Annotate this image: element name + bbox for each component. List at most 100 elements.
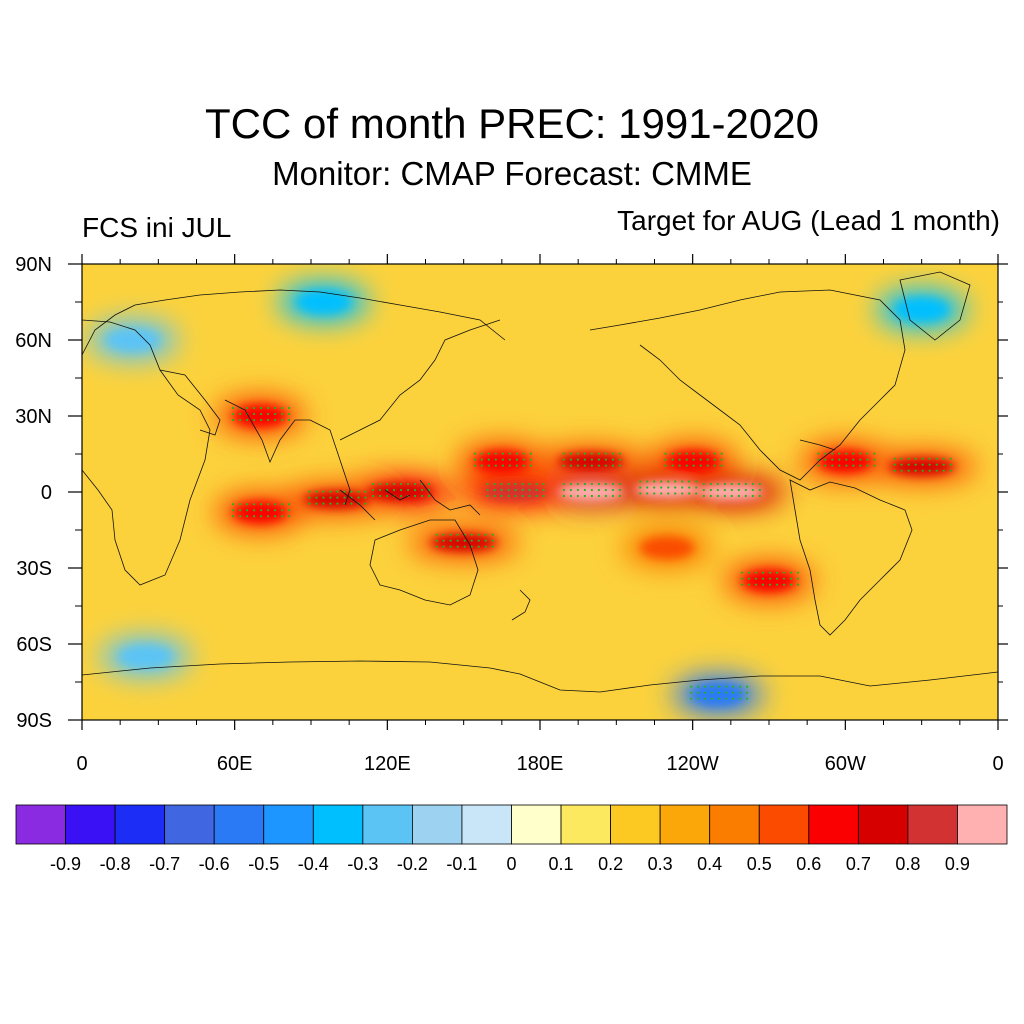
stipple-dot	[838, 464, 841, 467]
stipple-dot	[494, 452, 497, 455]
colorbar-swatch	[659, 804, 711, 845]
stipple-dot	[674, 492, 677, 495]
stipple-dot	[935, 469, 938, 472]
stipple-dot	[893, 469, 896, 472]
stipple-dot	[515, 464, 518, 467]
stipple-dot	[746, 685, 749, 688]
stipple-dot	[713, 464, 716, 467]
stipple-dot	[873, 464, 876, 467]
field-blob-core	[888, 457, 955, 476]
colorbar-swatch	[312, 804, 364, 845]
stipple-dot	[618, 482, 621, 486]
stipple-dot	[866, 464, 869, 467]
stipple-dot	[664, 464, 667, 467]
stipple-dot	[500, 482, 503, 486]
coastline-caribbean	[799, 439, 836, 451]
stipple-dot	[900, 469, 903, 472]
stipple-dot	[480, 464, 483, 467]
stipple-dot	[562, 458, 565, 461]
stipple-dot	[576, 452, 579, 455]
stipple-dot	[274, 515, 277, 518]
stipple-dot	[653, 486, 656, 489]
lat-tick-label: 60S	[16, 634, 52, 656]
stipple-dot	[569, 464, 572, 467]
stipple-dot	[371, 488, 375, 492]
correlation-field	[82, 264, 998, 720]
stipple-dot	[711, 685, 714, 688]
colorbar-label: 0.6	[796, 854, 821, 874]
lat-tick-label: 90N	[15, 254, 52, 276]
stipple-dot	[685, 458, 688, 461]
stipple-dot	[253, 406, 256, 410]
stipple-dot	[692, 458, 695, 461]
stipple-dot	[747, 571, 751, 574]
stipple-dot	[385, 494, 389, 498]
stipple-dot	[716, 488, 719, 492]
stipple-dot	[824, 452, 827, 455]
stipple-dot	[413, 488, 417, 492]
stipple-dot	[420, 494, 424, 498]
stipple-dot	[611, 482, 614, 486]
colorbar-swatch	[65, 804, 116, 845]
stipple-dot	[935, 457, 938, 460]
stipple-dot	[357, 490, 360, 493]
stipple-dot	[789, 577, 793, 580]
stipple-dot	[845, 464, 848, 467]
stipple-dot	[744, 494, 747, 498]
stipple-dot	[515, 452, 518, 455]
stipple-dot	[746, 691, 749, 694]
colorbar-swatch	[511, 804, 562, 845]
stipple-dot	[529, 452, 532, 455]
stipple-dot	[484, 533, 487, 536]
stipple-dot	[500, 494, 503, 498]
stipple-dot	[477, 533, 480, 536]
stipple-dot	[667, 492, 670, 495]
stipple-dot	[281, 515, 284, 518]
colorbar-label: 0.9	[945, 854, 970, 874]
stipple-dot	[494, 464, 497, 467]
stipple-dot	[597, 458, 600, 461]
stipple-dot	[253, 515, 256, 518]
stipple-dot	[893, 457, 896, 460]
lon-tick-label: 120W	[667, 753, 719, 775]
stipple-dot	[723, 482, 726, 486]
stipple-dot	[535, 488, 538, 492]
colorbar-swatch	[610, 804, 661, 845]
stipple-dot	[529, 464, 532, 467]
stipple-dot	[508, 452, 511, 455]
stipple-dot	[427, 488, 431, 492]
stipple-dot	[350, 502, 353, 505]
stipple-dot	[671, 458, 674, 461]
lon-tick-label: 180E	[517, 753, 564, 775]
stipple-dot	[364, 496, 367, 499]
colorbar-swatch	[758, 804, 810, 845]
stipple-dot	[706, 458, 709, 461]
stipple-dot	[660, 486, 663, 489]
coastline-india	[224, 399, 310, 464]
stipple-dot	[692, 464, 695, 467]
field-blob-core	[233, 405, 288, 427]
stipple-dot	[824, 464, 827, 467]
stipple-dot	[427, 494, 431, 498]
coastline-australia	[369, 519, 479, 606]
stipple-dot	[740, 577, 744, 580]
stipple-dot	[281, 406, 284, 410]
stipple-dot	[730, 494, 733, 498]
stipple-dot	[514, 482, 517, 486]
stipple-dot	[590, 458, 593, 461]
stipple-dot	[604, 458, 607, 461]
stipple-dot	[709, 494, 712, 498]
colorbar-swatch	[15, 804, 66, 845]
colorbar-label: -0.3	[347, 854, 378, 874]
stipple-dot	[597, 452, 600, 455]
stipple-dot	[473, 464, 476, 467]
stipple-dot	[699, 464, 702, 467]
stipple-dot	[281, 418, 284, 422]
stipple-dot	[463, 539, 466, 542]
stipple-dot	[274, 412, 277, 416]
stipple-dot	[739, 697, 742, 700]
stipple-dot	[442, 539, 445, 542]
lon-tick-label: 60E	[217, 753, 253, 775]
field-blob-core	[481, 483, 548, 501]
stipple-dot	[754, 571, 758, 574]
